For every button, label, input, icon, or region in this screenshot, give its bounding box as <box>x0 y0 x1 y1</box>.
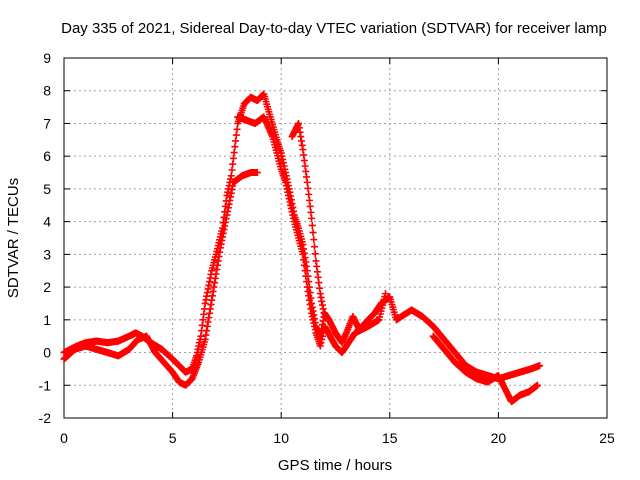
plot-frame <box>63 57 608 419</box>
y-tick-labels: -2 -1 0 1 2 3 4 5 6 7 8 9 <box>39 50 52 426</box>
data-point-marker <box>536 362 544 370</box>
axis-ticks <box>63 57 608 419</box>
data-point-marker <box>533 381 541 389</box>
data-point-marker <box>381 290 389 298</box>
data-point-marker <box>309 229 317 237</box>
data-series <box>60 90 544 406</box>
x-tick-label: 5 <box>169 430 177 446</box>
x-tick-label: 10 <box>273 430 289 446</box>
x-tick-label: 25 <box>599 430 615 446</box>
series-group <box>60 113 541 406</box>
y-tick-label: 0 <box>43 345 51 361</box>
data-point-marker <box>307 208 315 216</box>
y-tick-label: 9 <box>43 50 51 66</box>
data-point-marker <box>311 243 319 251</box>
x-tick-labels: 0 5 10 15 20 25 <box>60 430 615 446</box>
data-point-marker <box>321 313 329 321</box>
y-tick-label: 3 <box>43 246 51 262</box>
y-tick-label: 4 <box>43 214 51 230</box>
data-point-marker <box>305 196 313 204</box>
grid-lines <box>64 58 607 418</box>
x-tick-label: 20 <box>491 430 507 446</box>
data-point-marker <box>303 178 311 186</box>
data-point-marker <box>311 250 319 258</box>
chart-title: Day 335 of 2021, Sidereal Day-to-day VTE… <box>61 20 607 37</box>
y-tick-label: 7 <box>43 115 51 131</box>
x-tick-label: 15 <box>382 430 398 446</box>
data-point-marker <box>253 169 261 177</box>
data-point-marker <box>304 184 312 192</box>
x-axis-label: GPS time / hours <box>278 457 392 474</box>
y-axis-label: SDTVAR / TECUs <box>5 178 22 298</box>
data-point-marker <box>308 214 316 222</box>
y-tick-label: -1 <box>39 377 52 393</box>
y-tick-label: 1 <box>43 312 51 328</box>
y-tick-label: 5 <box>43 181 51 197</box>
data-point-marker <box>308 221 316 229</box>
series-group <box>60 90 544 383</box>
y-tick-label: 2 <box>43 279 51 295</box>
data-point-marker <box>306 202 314 210</box>
y-tick-label: 8 <box>43 83 51 99</box>
data-point-marker <box>310 236 318 244</box>
data-point-marker <box>305 190 313 198</box>
y-tick-label: -2 <box>39 410 52 426</box>
y-tick-label: 6 <box>43 148 51 164</box>
x-tick-label: 0 <box>60 430 68 446</box>
